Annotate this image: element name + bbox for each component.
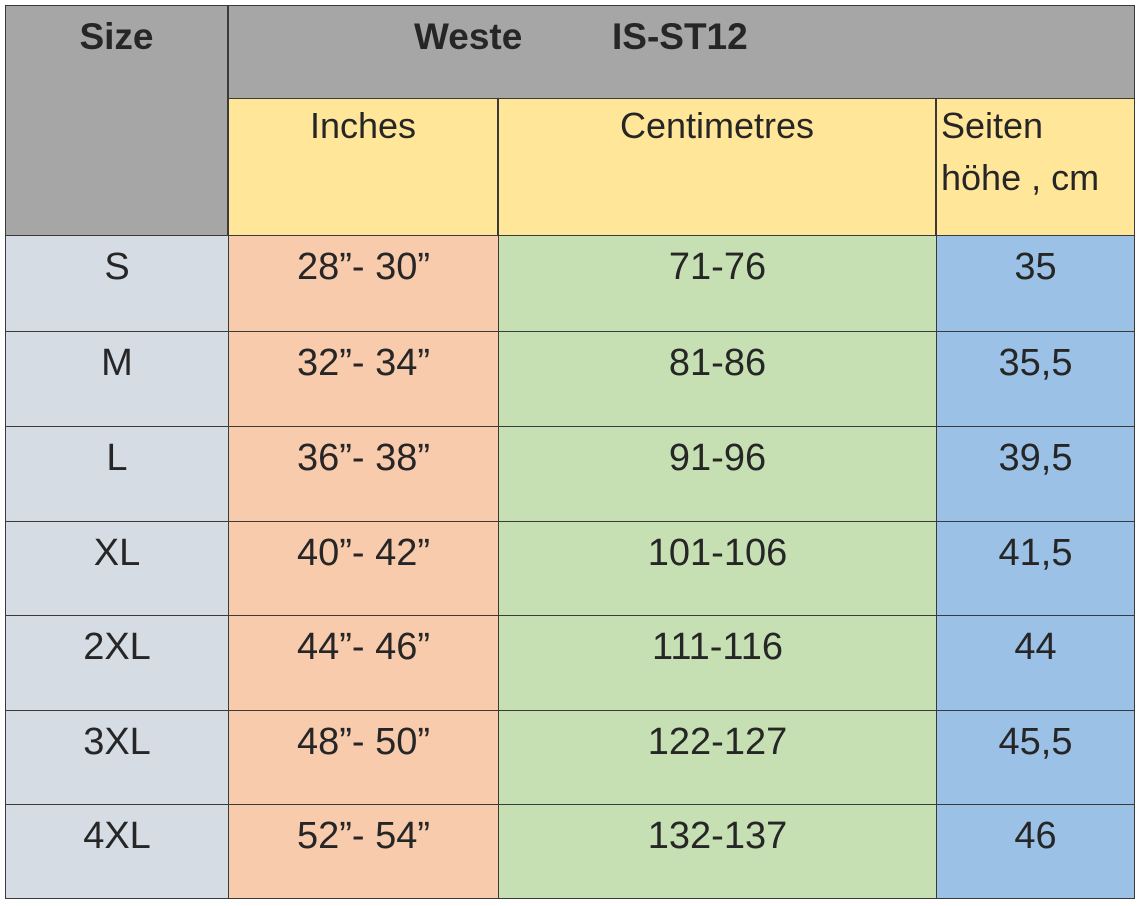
cell-text: 44”- 46” <box>296 626 431 668</box>
table-cell: 44 <box>936 615 1135 711</box>
cell-text: 39,5 <box>998 437 1073 479</box>
product-name: Weste <box>414 16 523 57</box>
column-header-text: Centimetres <box>619 105 815 146</box>
table-cell: 101-106 <box>498 521 937 616</box>
cell-text: S <box>104 246 130 288</box>
cell-text: L <box>106 437 128 479</box>
column-header: Seiten höhe , cm <box>936 98 1135 236</box>
table-cell: 39,5 <box>936 426 1135 522</box>
product-header: Weste IS-ST12 <box>228 5 1135 99</box>
table-cell: 52”- 54” <box>228 804 499 899</box>
cell-text: 81-86 <box>668 342 767 384</box>
cell-text: 4XL <box>83 815 151 857</box>
cell-text: XL <box>93 532 141 574</box>
cell-text: 35 <box>1014 246 1057 288</box>
column-header-line: höhe , cm <box>941 157 1100 198</box>
table-cell: 41,5 <box>936 521 1135 616</box>
table-cell: 132-137 <box>498 804 937 899</box>
table-cell: 44”- 46” <box>228 615 499 711</box>
table-cell: 40”- 42” <box>228 521 499 616</box>
cell-text: 52”- 54” <box>296 815 431 857</box>
cell-text: 48”- 50” <box>296 721 431 763</box>
cell-text: 28”- 30” <box>296 246 431 288</box>
column-header: Centimetres <box>498 98 936 236</box>
table-cell: 46 <box>936 804 1135 899</box>
size-header: Size <box>5 5 228 236</box>
cell-text: 41,5 <box>998 532 1073 574</box>
table-cell: 36”- 38” <box>228 426 499 522</box>
table-cell: L <box>5 426 229 522</box>
table-cell: 91-96 <box>498 426 937 522</box>
table-cell: 32”- 34” <box>228 331 499 427</box>
column-header-line: Seiten <box>941 105 1044 146</box>
cell-text: M <box>101 342 133 384</box>
cell-text: 40”- 42” <box>296 532 431 574</box>
table-cell: 81-86 <box>498 331 937 427</box>
table-cell: 4XL <box>5 804 229 899</box>
table-cell: 45,5 <box>936 710 1135 805</box>
table-cell: 71-76 <box>498 235 937 332</box>
table-cell: 35,5 <box>936 331 1135 427</box>
table-cell: 122-127 <box>498 710 937 805</box>
table-cell: 3XL <box>5 710 229 805</box>
table-cell: 111-116 <box>498 615 937 711</box>
table-cell: 28”- 30” <box>228 235 499 332</box>
table-cell: S <box>5 235 229 332</box>
cell-text: 122-127 <box>647 721 788 763</box>
cell-text: 101-106 <box>647 532 788 574</box>
cell-text: 2XL <box>83 626 151 668</box>
cell-text: 71-76 <box>668 246 767 288</box>
cell-text: 32”- 34” <box>296 342 431 384</box>
cell-text: 111-116 <box>652 626 783 668</box>
size-label: Size <box>79 16 154 57</box>
column-header-text: Inches <box>309 105 417 146</box>
cell-text: 3XL <box>83 721 151 763</box>
cell-text: 45,5 <box>998 721 1073 763</box>
table-cell: 35 <box>936 235 1135 332</box>
cell-text: 44 <box>1014 626 1057 668</box>
product-code: IS-ST12 <box>612 16 748 57</box>
table-cell: 2XL <box>5 615 229 711</box>
column-header: Inches <box>228 98 498 236</box>
table-cell: M <box>5 331 229 427</box>
cell-text: 46 <box>1014 815 1057 857</box>
cell-text: 35,5 <box>998 342 1073 384</box>
cell-text: 36”- 38” <box>296 437 431 479</box>
cell-text: 132-137 <box>647 815 788 857</box>
cell-text: 91-96 <box>668 437 767 479</box>
table-cell: XL <box>5 521 229 616</box>
table-cell: 48”- 50” <box>228 710 499 805</box>
